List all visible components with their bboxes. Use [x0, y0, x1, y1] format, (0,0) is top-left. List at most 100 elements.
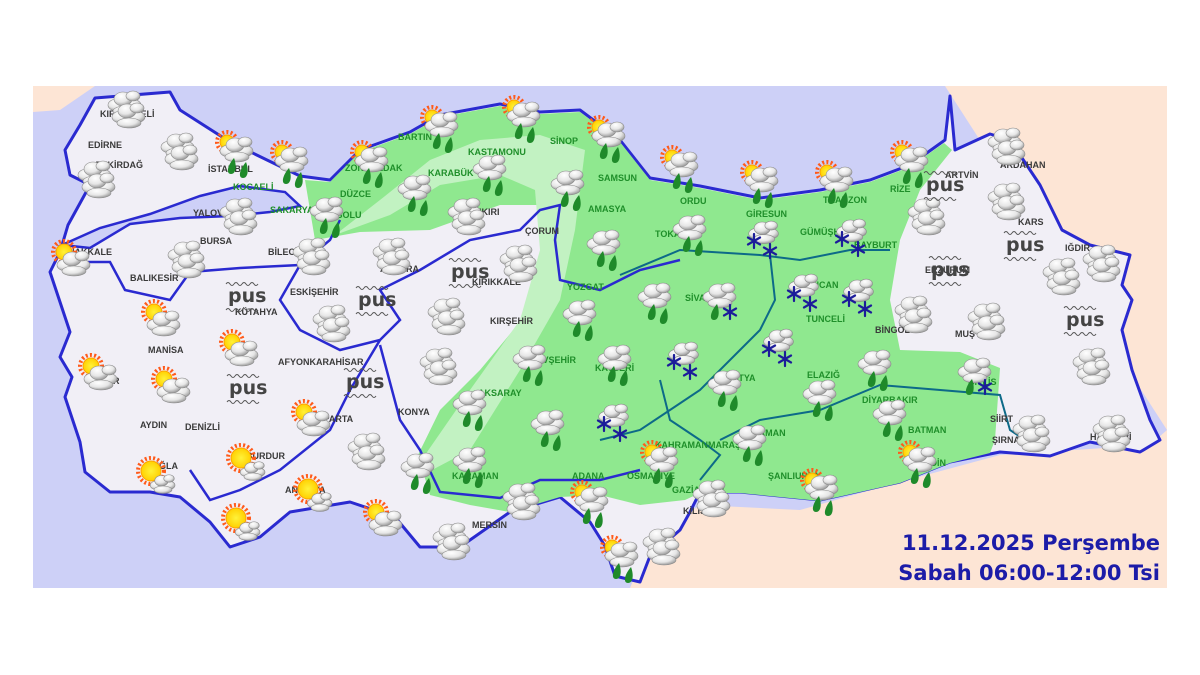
city-label: AYDIN [140, 420, 167, 430]
city-label: KONYA [398, 407, 430, 417]
fog-label: pus [358, 289, 396, 311]
partly-cloudy-rain-icon [890, 140, 929, 188]
partly-cloudy-rain-icon [420, 105, 459, 153]
cloudy-icon [219, 197, 258, 236]
city-label: BURDUR [246, 451, 285, 461]
cloudy-icon [427, 297, 466, 336]
rain-icon [586, 229, 621, 271]
cloudy-icon [967, 302, 1006, 341]
partly-cloudy-rain-icon [570, 480, 609, 528]
city-label: GÜMÜŞHANE [800, 227, 859, 237]
snow-icon [786, 273, 819, 313]
city-label: KAHRAMANMARAŞ [655, 440, 741, 450]
city-label: TUNCELİ [806, 314, 845, 324]
city-label: KARABÜK [428, 168, 474, 178]
city-label: ARDAHAN [1000, 160, 1046, 170]
city-label: TEKİRDAĞ [96, 159, 143, 170]
city-label: ORDU [680, 196, 707, 206]
snow-icon [596, 403, 629, 443]
rain-icon [452, 446, 487, 488]
neighbor-land-northwest [33, 86, 95, 112]
fog-label: pus [1066, 309, 1104, 331]
cloudy-icon [432, 522, 471, 561]
snow-icon [666, 341, 699, 381]
partly-cloudy-icon [51, 239, 91, 277]
city-label: ESKİŞEHİR [290, 287, 339, 297]
partly-cloudy-icon [291, 399, 331, 437]
partly-cloudy-rain-icon [215, 130, 254, 178]
partly-cloudy-rain-icon [800, 468, 839, 516]
city-label: MUŞ [955, 329, 975, 339]
snow-icon [746, 220, 779, 260]
rain-icon [550, 169, 585, 211]
cloudy-icon [987, 127, 1026, 166]
cloudy-icon [642, 527, 681, 566]
city-label: SİVAS [685, 293, 711, 303]
rain-icon [672, 214, 707, 256]
cloudy-icon [692, 479, 731, 518]
partly-cloudy-rain-icon [740, 160, 779, 208]
rain-icon [857, 349, 892, 391]
city-label: EDİRNE [88, 140, 122, 150]
snow-icon [841, 278, 874, 318]
sleet-icon [702, 282, 738, 321]
city-label: BİNGÖL [875, 325, 911, 335]
snow-icon [761, 328, 794, 368]
city-label: SİNOP [550, 136, 578, 146]
city-label: ISPARTA [315, 414, 354, 424]
sunny-icon [226, 443, 266, 481]
fog-icon: pus [343, 368, 384, 398]
cloudy-icon [894, 295, 933, 334]
fog-label: pus [931, 259, 969, 281]
fog-label: pus [451, 261, 489, 283]
city-label: ELAZIĞ [807, 369, 840, 380]
city-label: ADANA [572, 471, 605, 481]
city-label: BİLECİK [268, 247, 305, 257]
cloudy-icon [1092, 414, 1131, 453]
partly-cloudy-icon [363, 499, 403, 537]
city-label: MUĞLA [145, 460, 178, 471]
rain-icon [309, 196, 344, 238]
cloudy-icon [1012, 414, 1051, 453]
city-label: RİZE [890, 184, 911, 194]
city-label: SAMSUN [598, 173, 637, 183]
cloudy-icon [347, 432, 386, 471]
partly-cloudy-rain-icon [815, 160, 854, 208]
fog-icon: pus [448, 258, 489, 288]
partly-cloudy-rain-icon [350, 140, 389, 188]
cloudy-icon [292, 237, 331, 276]
rain-icon [562, 299, 597, 341]
city-label: KİLİS [683, 506, 706, 516]
partly-cloudy-rain-icon [587, 115, 626, 163]
rain-icon [452, 389, 487, 431]
city-label: AMASYA [588, 204, 627, 214]
city-label: BURSA [200, 236, 233, 246]
rain-icon [732, 424, 767, 466]
city-label: ARTVİN [945, 170, 979, 180]
rain-icon [597, 344, 632, 386]
city-label: BATMAN [908, 425, 946, 435]
fog-icon: pus [355, 286, 396, 316]
city-label: OSMANİYE [627, 471, 675, 481]
sunny-icon [221, 503, 261, 541]
partly-cloudy-icon [78, 353, 118, 391]
city-label: BALIKESİR [130, 273, 179, 283]
cloudy-icon [1042, 257, 1081, 296]
city-label: SAKARYA [270, 205, 314, 215]
forecast-period: Sabah 06:00-12:00 Tsi [898, 561, 1160, 585]
cloudy-icon [1082, 244, 1121, 283]
sunny-icon [136, 456, 176, 494]
cloudy-icon [502, 482, 541, 521]
forecast-date: 11.12.2025 Perşembe [901, 531, 1160, 555]
city-label: GİRESUN [746, 209, 787, 219]
rain-icon [802, 379, 837, 421]
fog-icon: pus [1063, 306, 1104, 336]
city-label: DENİZLİ [185, 422, 220, 432]
city-label: ŞANLIURFA [768, 471, 820, 481]
city-label: AFYONKARAHİSAR [278, 357, 364, 367]
fog-icon: pus [1003, 231, 1044, 261]
city-label: ERZURUM [925, 265, 970, 275]
cloudy-icon [167, 240, 206, 279]
partly-cloudy-rain-icon [898, 440, 937, 488]
rain-icon [530, 409, 565, 451]
